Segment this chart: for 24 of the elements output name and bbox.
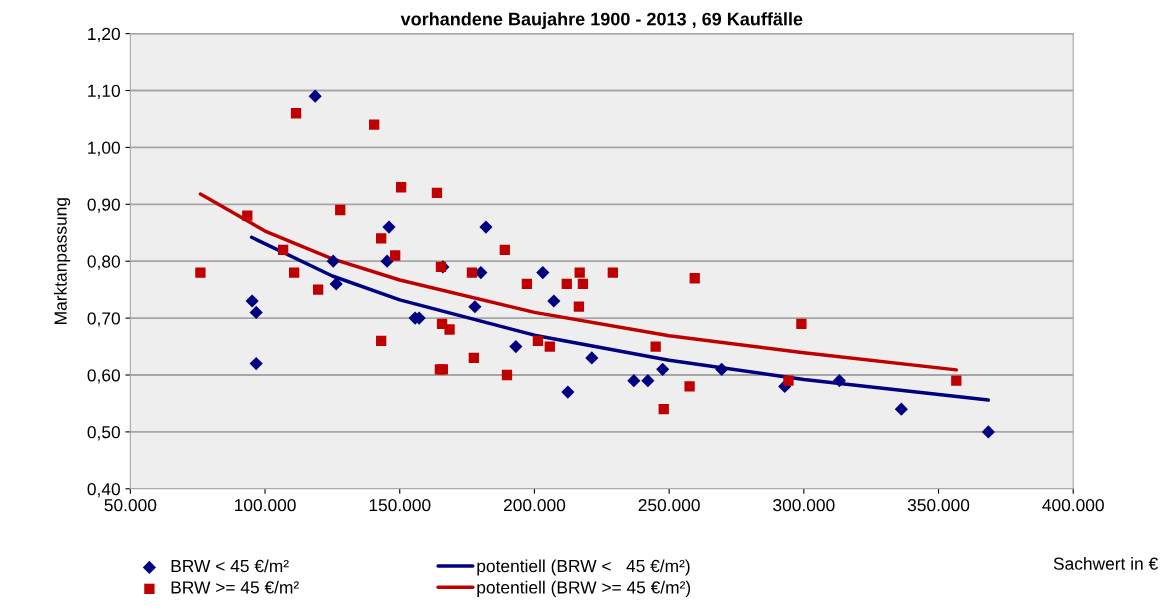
x-tick-label: 100.000	[235, 498, 296, 512]
x-tick-label: 400.000	[1042, 498, 1104, 512]
y-tick-label: 0,90	[87, 198, 120, 213]
chart-title: vorhandene Baujahre 1900 - 2013 , 69 Kauffälle	[400, 12, 803, 30]
legend-label: potentiell (BRW < 45 €/m²)	[477, 559, 690, 576]
y-tick-label: 1,00	[88, 141, 120, 156]
x-axis-title: Sachwert in €	[1053, 557, 1158, 570]
x-tick-label: 350.000	[907, 498, 970, 512]
x-tick-label: 150.000	[369, 498, 431, 512]
legend-label: BRW >= 45 €/m²	[171, 580, 299, 594]
x-tick-label: 200.000	[503, 498, 566, 512]
y-tick-label: 1,10	[88, 84, 120, 100]
legend-label: BRW < 45 €/m²	[171, 559, 289, 573]
y-tick-label: 0,80	[87, 255, 120, 270]
y-tick-label: 0,50	[87, 426, 120, 441]
y-tick-label: 0,70	[87, 312, 120, 327]
y-axis-title: Marktanpassung	[54, 198, 71, 324]
y-tick-label: 1,20	[88, 27, 120, 43]
y-tick-label: 0,60	[87, 369, 120, 384]
y-tick-label: 0,40	[87, 482, 120, 498]
x-tick-label: 50.000	[104, 498, 157, 512]
x-tick-label: 250.000	[638, 498, 700, 512]
legend-label: potentiell (BRW >= 45 €/m²)	[477, 580, 691, 597]
x-tick-label: 300.000	[773, 498, 835, 512]
